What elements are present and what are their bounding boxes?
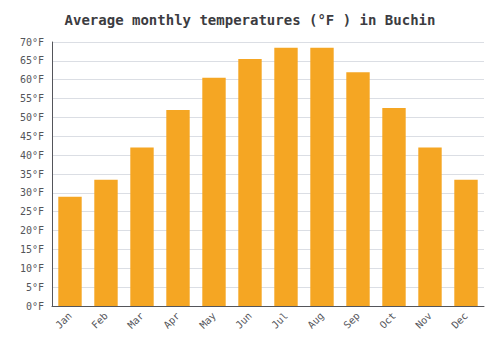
svg-text:70°F: 70°F xyxy=(20,37,44,48)
svg-text:Dec: Dec xyxy=(449,310,470,331)
svg-text:30°F: 30°F xyxy=(20,187,44,198)
svg-text:Jun: Jun xyxy=(233,310,254,331)
svg-text:55°F: 55°F xyxy=(20,93,44,104)
svg-text:0°F: 0°F xyxy=(26,301,44,312)
svg-text:40°F: 40°F xyxy=(20,150,44,161)
svg-text:Jul: Jul xyxy=(269,310,290,331)
svg-text:Jan: Jan xyxy=(53,310,74,331)
svg-text:10°F: 10°F xyxy=(20,263,44,274)
svg-text:Apr: Apr xyxy=(161,310,182,331)
svg-text:Mar: Mar xyxy=(125,310,146,331)
svg-text:Feb: Feb xyxy=(89,310,110,331)
svg-text:Aug: Aug xyxy=(305,310,326,331)
svg-text:May: May xyxy=(197,310,218,331)
svg-text:45°F: 45°F xyxy=(20,131,44,142)
svg-text:5°F: 5°F xyxy=(26,282,44,293)
svg-text:Nov: Nov xyxy=(413,310,434,331)
svg-text:Sep: Sep xyxy=(341,310,362,331)
svg-text:60°F: 60°F xyxy=(20,74,44,85)
svg-text:65°F: 65°F xyxy=(20,55,44,66)
svg-text:25°F: 25°F xyxy=(20,206,44,217)
svg-text:Average monthly temperatures (: Average monthly temperatures (°F ) in Bu… xyxy=(65,12,436,28)
svg-text:35°F: 35°F xyxy=(20,169,44,180)
svg-text:Oct: Oct xyxy=(377,310,398,331)
svg-text:15°F: 15°F xyxy=(20,244,44,255)
svg-text:50°F: 50°F xyxy=(20,112,44,123)
svg-text:20°F: 20°F xyxy=(20,225,44,236)
